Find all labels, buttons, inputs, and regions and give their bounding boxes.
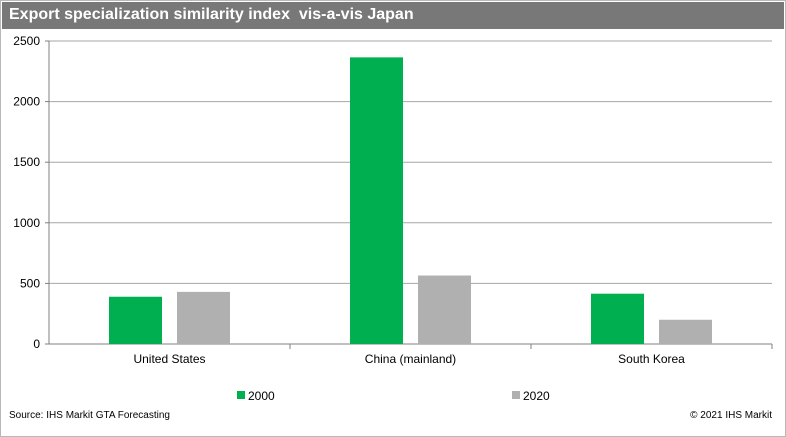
legend-swatch-2020 xyxy=(512,391,520,399)
x-tick-label: South Korea xyxy=(618,352,685,366)
source-note: Source: IHS Markit GTA Forecasting xyxy=(9,410,170,421)
y-tick-label: 1000 xyxy=(13,216,40,230)
bar-2000 xyxy=(591,293,644,344)
bar-2020 xyxy=(659,319,712,344)
y-tick-label: 2500 xyxy=(13,34,40,48)
bar-2000 xyxy=(109,296,162,344)
y-tick-label: 500 xyxy=(20,276,40,290)
legend-label-2000: 2000 xyxy=(248,389,275,403)
title-bar: Export specialization similarity index v… xyxy=(2,2,784,29)
y-tick-label: 2000 xyxy=(13,95,40,109)
copyright-note: © 2021 IHS Markit xyxy=(690,410,772,421)
bar-2020 xyxy=(418,275,471,344)
y-tick-label: 0 xyxy=(33,337,40,351)
bar-2000 xyxy=(350,57,403,344)
x-tick-label: China (mainland) xyxy=(365,352,456,366)
bar-2020 xyxy=(177,291,230,344)
x-tick-label: United States xyxy=(133,352,205,366)
y-tick-label: 1500 xyxy=(13,155,40,169)
chart-title: Export specialization similarity index v… xyxy=(9,6,414,23)
legend-label-2020: 2020 xyxy=(523,389,550,403)
legend-swatch-2000 xyxy=(237,391,245,399)
